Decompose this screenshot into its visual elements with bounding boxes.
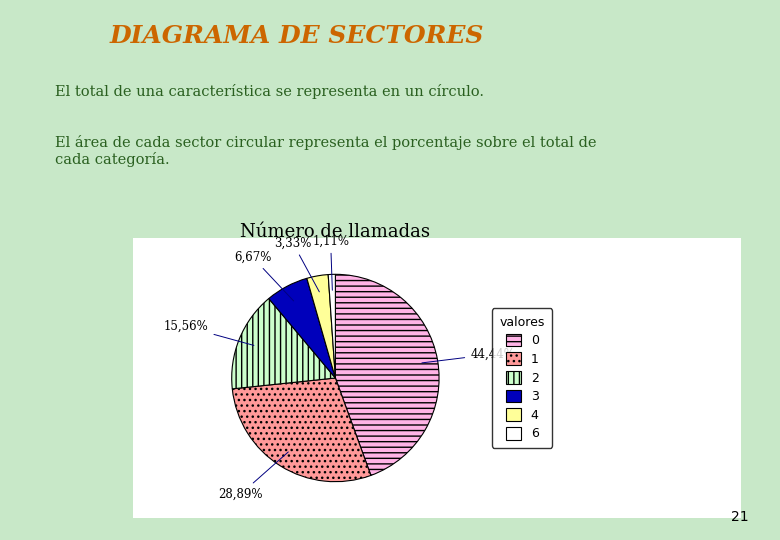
Wedge shape	[269, 278, 335, 378]
Wedge shape	[232, 378, 370, 482]
Text: 28,89%: 28,89%	[218, 452, 289, 501]
Wedge shape	[232, 299, 335, 389]
Text: El área de cada sector circular representa el porcentaje sobre el total de
cada : El área de cada sector circular represen…	[55, 135, 596, 167]
Text: 6,67%: 6,67%	[234, 251, 293, 301]
Wedge shape	[335, 274, 439, 475]
Text: 15,56%: 15,56%	[164, 320, 254, 346]
Text: 21: 21	[731, 510, 749, 524]
Text: 1,11%: 1,11%	[312, 235, 349, 291]
Text: DIAGRAMA DE SECTORES: DIAGRAMA DE SECTORES	[109, 24, 484, 48]
Text: El total de una característica se representa en un círculo.: El total de una característica se repres…	[55, 84, 484, 99]
Wedge shape	[328, 274, 335, 378]
Text: 44,44%: 44,44%	[422, 348, 515, 363]
Wedge shape	[307, 274, 335, 378]
Legend: 0, 1, 2, 3, 4, 6: 0, 1, 2, 3, 4, 6	[492, 308, 552, 448]
Title: Número de llamadas: Número de llamadas	[240, 223, 431, 241]
Text: 3,33%: 3,33%	[275, 237, 319, 292]
